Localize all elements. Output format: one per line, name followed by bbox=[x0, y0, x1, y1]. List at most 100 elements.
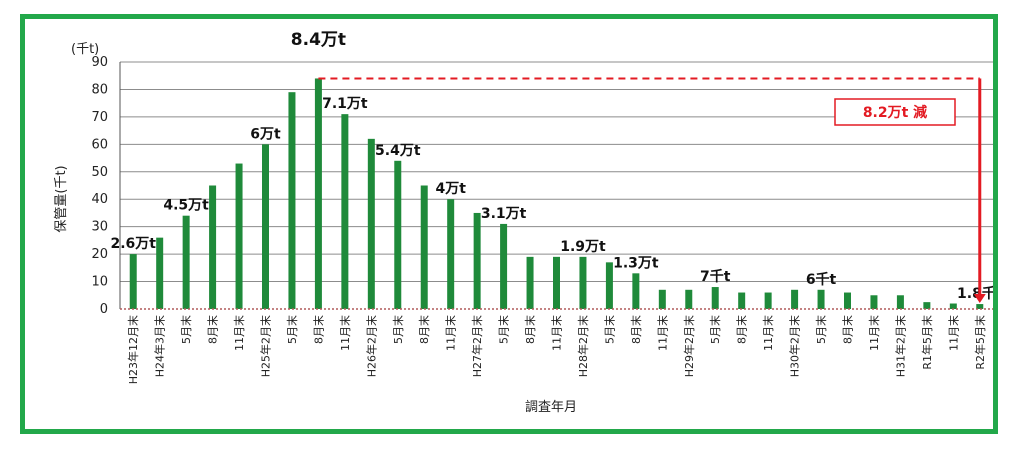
x-tick-label: H31年2月末 bbox=[893, 315, 907, 377]
bar bbox=[526, 256, 534, 309]
x-tick-label: 11月末 bbox=[655, 315, 669, 351]
bar bbox=[685, 289, 693, 309]
y-axis-label: 保管量(千t) bbox=[54, 165, 69, 232]
x-tick-label: 11月末 bbox=[946, 315, 960, 351]
bar bbox=[420, 185, 428, 309]
bar bbox=[500, 223, 508, 309]
x-tick-label: R2年5月末 bbox=[973, 315, 987, 370]
bar bbox=[870, 295, 878, 309]
bar bbox=[209, 185, 217, 309]
bar bbox=[976, 304, 984, 309]
bar bbox=[447, 199, 455, 309]
data-label: 7.1万t bbox=[322, 96, 368, 112]
x-tick-label: 8月末 bbox=[735, 315, 749, 344]
bar bbox=[632, 273, 640, 309]
y-tick-label: 50 bbox=[91, 165, 108, 180]
data-label: 6万t bbox=[250, 126, 281, 142]
y-tick-label: 80 bbox=[91, 82, 108, 97]
x-tick-label: H28年2月末 bbox=[576, 315, 590, 377]
axes: 0 10 20 30 40 50 60 70 80 90 H23年12月末 H24年3月末 5月末 8月末… bbox=[91, 55, 993, 384]
x-tick-label: 11月末 bbox=[232, 315, 246, 351]
bar-chart: 0 10 20 30 40 50 60 70 80 90 H23年12月末 H24年3月末 5月末 8月末… bbox=[54, 30, 993, 415]
x-tick-label: H26年2月末 bbox=[364, 315, 378, 377]
x-axis-label: 調査年月 bbox=[525, 400, 577, 415]
y-tick-label: 70 bbox=[91, 110, 108, 125]
x-tick-label: 5月末 bbox=[285, 315, 299, 344]
x-tick-label: H24年3月末 bbox=[153, 315, 167, 377]
bar bbox=[394, 160, 402, 309]
y-tick-label: 30 bbox=[91, 220, 108, 235]
x-tick-label: 5月末 bbox=[179, 315, 193, 344]
x-tick-label: 5月末 bbox=[602, 315, 616, 344]
data-label: 6千t bbox=[806, 271, 837, 288]
bar bbox=[156, 237, 164, 309]
x-tick-label: 5月末 bbox=[497, 315, 511, 344]
bars bbox=[129, 78, 984, 310]
x-tick-label: 11月末 bbox=[444, 315, 458, 351]
bar bbox=[791, 289, 799, 309]
x-tick-label: H29年2月末 bbox=[682, 315, 696, 377]
x-tick-label: 5月末 bbox=[708, 315, 722, 344]
bar bbox=[473, 212, 481, 309]
y-tick-label: 60 bbox=[91, 137, 108, 152]
x-tick-label: 8月末 bbox=[523, 315, 537, 344]
x-tick-label: 8月末 bbox=[417, 315, 431, 344]
y-tick-label: 90 bbox=[91, 55, 108, 70]
x-tick-label: 11月末 bbox=[867, 315, 881, 351]
bar bbox=[182, 215, 190, 309]
data-label: 2.6万t bbox=[110, 236, 156, 252]
x-tick-label: 8月末 bbox=[311, 315, 325, 344]
x-tick-label: H23年12月末 bbox=[126, 315, 140, 384]
data-label: 5.4万t bbox=[375, 143, 421, 159]
bar bbox=[262, 144, 269, 309]
data-label: 4万t bbox=[435, 181, 466, 197]
data-label: 8.4万t bbox=[291, 30, 346, 50]
data-label: 1.8千t bbox=[957, 285, 993, 302]
bar bbox=[605, 262, 613, 309]
bar bbox=[314, 78, 322, 309]
x-tick-label: 8月末 bbox=[206, 315, 220, 344]
reduction-label-box bbox=[834, 98, 956, 126]
x-tick-label: 11月末 bbox=[338, 315, 352, 351]
x-tick-label: R1年5月末 bbox=[920, 315, 934, 370]
y-tick-label: 10 bbox=[91, 275, 108, 290]
reduction-label: 8.2万t 減 bbox=[863, 104, 927, 121]
reduction-indicator: 8.2万t 減 bbox=[318, 77, 986, 304]
x-tick-label: 5月末 bbox=[814, 315, 828, 344]
x-tick-label: 8月末 bbox=[629, 315, 643, 344]
data-label: 1.9万t bbox=[560, 239, 606, 255]
grid bbox=[120, 61, 993, 283]
bar bbox=[711, 287, 719, 309]
bar bbox=[553, 256, 560, 309]
y-unit-label: (千t) bbox=[71, 42, 99, 57]
y-tick-label: 0 bbox=[100, 302, 108, 317]
bar bbox=[658, 289, 666, 309]
x-tick-label: 11月末 bbox=[550, 315, 564, 351]
x-tick-label: 8月末 bbox=[841, 315, 855, 344]
x-tick-label: 5月末 bbox=[391, 315, 405, 344]
bar bbox=[764, 292, 772, 309]
x-tick-label: H30年2月末 bbox=[788, 315, 802, 377]
y-tick-label: 20 bbox=[91, 247, 108, 262]
data-label: 4.5万t bbox=[163, 198, 209, 214]
annotations: 2.6万t 4.5万t 6万t 8.4万t 7.1万t 5.4万t 4万t 3.1万t 1.9万… bbox=[110, 30, 993, 302]
y-tick-label: 40 bbox=[91, 192, 108, 207]
bar bbox=[341, 114, 349, 310]
x-tick-label: H27年2月末 bbox=[470, 315, 484, 377]
reduction-arrowhead bbox=[973, 294, 986, 304]
bar bbox=[288, 92, 296, 309]
bar bbox=[367, 138, 375, 309]
data-label: 3.1万t bbox=[481, 206, 527, 222]
bar bbox=[923, 302, 931, 309]
x-tick-label: H25年2月末 bbox=[259, 315, 273, 377]
bar bbox=[235, 163, 243, 309]
bar bbox=[579, 256, 587, 309]
data-label: 7千t bbox=[700, 268, 731, 285]
bar bbox=[896, 295, 904, 309]
bar bbox=[844, 292, 851, 309]
chart-frame: 0 10 20 30 40 50 60 70 80 90 H23年12月末 H24年3月末 5月末 8月末… bbox=[20, 14, 998, 434]
x-tick-label: 11月末 bbox=[761, 315, 775, 351]
data-label: 1.3万t bbox=[613, 255, 659, 271]
bar bbox=[738, 292, 746, 309]
bar bbox=[817, 289, 825, 309]
